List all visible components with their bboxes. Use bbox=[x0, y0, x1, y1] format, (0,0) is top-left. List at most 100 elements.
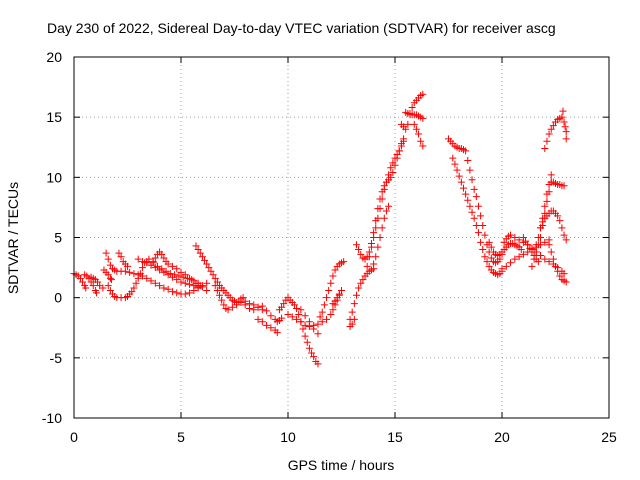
data-point bbox=[348, 320, 356, 328]
data-point bbox=[500, 238, 508, 246]
data-point bbox=[560, 270, 568, 278]
data-point bbox=[177, 268, 185, 276]
data-point bbox=[387, 164, 395, 172]
data-point bbox=[151, 279, 159, 287]
data-point bbox=[220, 301, 228, 309]
data-point bbox=[128, 288, 136, 296]
data-point bbox=[160, 284, 168, 292]
data-point bbox=[547, 248, 555, 256]
data-point bbox=[385, 202, 393, 210]
data-point bbox=[464, 156, 472, 164]
data-point bbox=[485, 238, 493, 246]
data-point bbox=[181, 279, 189, 287]
data-point bbox=[474, 229, 482, 237]
data-point bbox=[479, 221, 487, 229]
data-point bbox=[192, 242, 200, 250]
series-track-10 bbox=[147, 248, 211, 294]
data-point bbox=[479, 246, 487, 254]
data-point bbox=[278, 303, 286, 311]
data-point bbox=[541, 202, 549, 210]
data-point bbox=[181, 271, 189, 279]
series-track-19 bbox=[329, 286, 345, 308]
y-tick-label: 15 bbox=[46, 109, 62, 125]
y-tick-label: 5 bbox=[54, 230, 62, 246]
x-tick-label: 20 bbox=[494, 429, 510, 445]
data-point bbox=[340, 258, 348, 266]
series-track-37 bbox=[547, 178, 568, 190]
data-point bbox=[106, 261, 114, 269]
data-point bbox=[299, 325, 307, 333]
data-point bbox=[138, 258, 146, 266]
data-point bbox=[487, 254, 495, 262]
series-track-29 bbox=[449, 154, 506, 279]
data-point bbox=[545, 130, 553, 138]
data-point bbox=[372, 224, 380, 232]
data-point bbox=[389, 159, 397, 167]
data-point bbox=[462, 190, 470, 198]
data-point bbox=[483, 258, 491, 266]
data-point bbox=[228, 303, 236, 311]
series-track-6 bbox=[104, 258, 151, 302]
data-point bbox=[295, 311, 303, 319]
data-point bbox=[106, 286, 114, 294]
data-point bbox=[519, 250, 527, 258]
series-track-24 bbox=[370, 202, 393, 268]
data-point bbox=[168, 262, 176, 270]
data-point bbox=[314, 360, 322, 368]
series-track-30 bbox=[485, 238, 525, 260]
data-point bbox=[541, 238, 549, 246]
data-point bbox=[408, 104, 416, 112]
y-tick-label: -5 bbox=[50, 350, 63, 366]
data-point bbox=[348, 308, 356, 316]
data-point bbox=[218, 296, 226, 304]
data-point bbox=[186, 289, 194, 297]
data-point bbox=[166, 270, 174, 278]
data-point bbox=[468, 208, 476, 216]
data-point bbox=[517, 246, 525, 254]
data-point bbox=[545, 241, 553, 249]
data-point bbox=[361, 272, 369, 280]
data-point bbox=[524, 241, 532, 249]
data-point bbox=[156, 282, 164, 290]
data-point bbox=[316, 313, 324, 321]
data-point bbox=[323, 315, 331, 323]
data-point bbox=[350, 300, 358, 308]
data-point bbox=[89, 282, 97, 290]
data-point bbox=[280, 300, 288, 308]
data-point bbox=[462, 147, 470, 155]
data-point bbox=[357, 250, 365, 258]
chart-title: Day 230 of 2022, Sidereal Day-to-day VTE… bbox=[47, 20, 556, 36]
series-track-31 bbox=[498, 236, 553, 273]
data-point bbox=[519, 234, 527, 241]
data-point bbox=[177, 278, 185, 286]
data-point bbox=[385, 171, 393, 179]
data-point bbox=[303, 338, 311, 346]
data-point bbox=[325, 286, 333, 294]
data-point bbox=[451, 160, 459, 168]
grid bbox=[74, 57, 609, 418]
data-point bbox=[263, 307, 271, 315]
data-point bbox=[556, 272, 564, 280]
data-point bbox=[213, 278, 221, 286]
series-track-38 bbox=[541, 107, 570, 152]
data-point bbox=[378, 195, 386, 203]
data-point bbox=[293, 304, 301, 312]
data-point bbox=[284, 311, 292, 319]
data-point bbox=[370, 234, 378, 241]
data-point bbox=[537, 224, 545, 232]
data-point bbox=[301, 312, 309, 320]
data-point bbox=[76, 274, 84, 282]
data-point bbox=[130, 284, 138, 292]
data-point bbox=[558, 224, 566, 232]
data-point bbox=[541, 255, 549, 263]
data-point bbox=[237, 298, 245, 306]
data-point bbox=[539, 218, 547, 226]
series-track-23 bbox=[361, 137, 408, 280]
data-point bbox=[449, 154, 457, 162]
data-point bbox=[213, 286, 221, 294]
data-point bbox=[273, 329, 281, 337]
data-point bbox=[124, 262, 131, 270]
data-point bbox=[267, 312, 275, 320]
data-point bbox=[549, 255, 557, 263]
data-point bbox=[453, 166, 461, 174]
